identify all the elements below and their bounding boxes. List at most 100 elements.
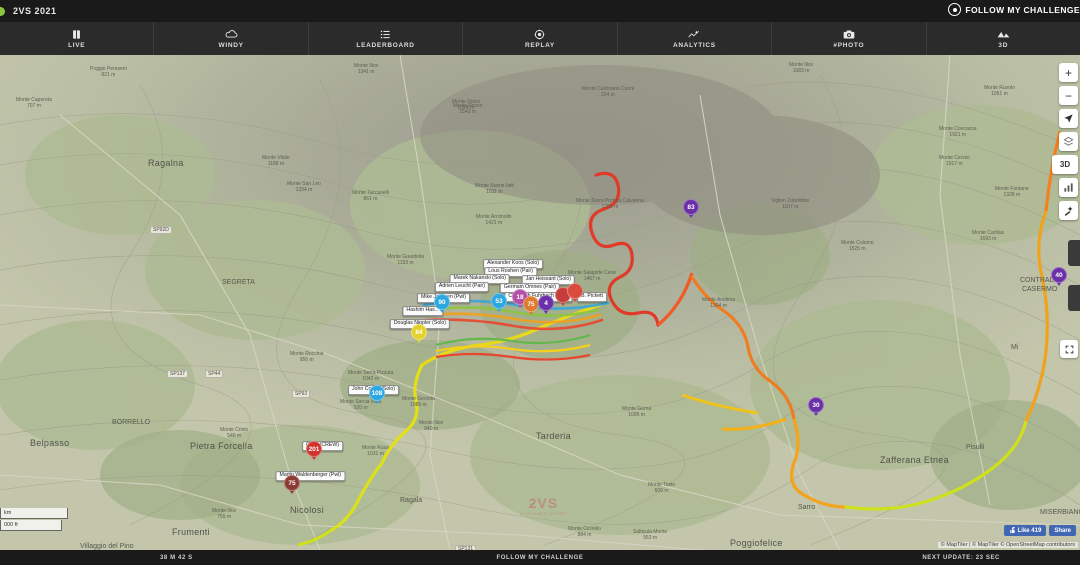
nav-label-replay: REPLAY — [524, 42, 555, 49]
nav-label-windy: WINDY — [218, 42, 244, 49]
tracker-bib-number: 84 — [411, 324, 427, 340]
tracker-bib-number: 30 — [808, 397, 824, 413]
tracker-name-chip[interactable]: Martin Waldenberger (Pwl) — [275, 471, 345, 481]
road-shield: SP92 — [292, 390, 311, 398]
tracker-marker[interactable]: 53 — [491, 293, 507, 314]
analytics-icon — [688, 28, 700, 40]
fullscreen-button[interactable] — [1060, 340, 1078, 358]
tracker-marker[interactable]: 75 — [523, 296, 539, 317]
scale-imperial: 000 ft — [0, 520, 62, 531]
marker-tail — [438, 307, 446, 313]
tracker-bib-number: 53 — [491, 293, 507, 309]
tracker-marker[interactable]: 201 — [306, 441, 322, 462]
wand-icon[interactable] — [1059, 201, 1078, 220]
nav-label-photo: #PHOTO — [833, 42, 865, 49]
next-update-timer: NEXT UPDATE: 23 SEC — [922, 554, 1000, 561]
nav-item-live[interactable]: LIVE — [0, 22, 155, 55]
tracker-bib-number: 90 — [434, 294, 450, 310]
main-nav: LIVE WINDY LEADERBOARD — [0, 22, 1080, 55]
tracker-name-chip[interactable]: Lous Roshen (Pair) — [484, 267, 537, 277]
tracker-marker[interactable]: 4 — [538, 295, 554, 316]
marker-tail — [415, 337, 423, 343]
tracker-name-chip[interactable]: Ciao! (CREW) — [302, 441, 343, 451]
toggle-3d-button[interactable]: 3D — [1052, 155, 1078, 174]
zoom-in-button[interactable]: + — [1059, 63, 1078, 82]
nav-item-analytics[interactable]: ANALYTICS — [618, 22, 773, 55]
road-shield: SP92D — [150, 226, 172, 234]
cloud-icon — [225, 28, 238, 40]
locate-icon[interactable] — [1059, 109, 1078, 128]
marker-tail — [527, 309, 535, 315]
event-title: 2VS 2021 — [13, 6, 57, 16]
social-buttons: Like 419 Share — [1003, 525, 1076, 536]
zoom-out-button[interactable]: − — [1059, 86, 1078, 105]
marker-tail — [542, 308, 550, 314]
title-bar: 2VS 2021 FOLLOW MY CHALLENGE — [0, 0, 1080, 22]
marker-tail — [373, 398, 381, 404]
live-status-dot — [0, 6, 5, 16]
tracker-bib-number: 75 — [284, 475, 300, 491]
marker-tail — [1055, 280, 1063, 286]
chart-icon[interactable] — [1059, 178, 1078, 197]
like-label: Like 419 — [1017, 527, 1042, 534]
road-shield: SP44 — [205, 370, 224, 378]
camera-icon — [843, 28, 855, 40]
bottom-brand: FOLLOW MY CHALLENGE — [496, 554, 584, 561]
map-canvas[interactable]: Ragalna Belpasso Pietra Forcella Frumenti Vi… — [0, 55, 1080, 550]
tracker-marker[interactable] — [567, 283, 583, 304]
elapsed-time: 38 M 42 S — [160, 554, 193, 561]
share-button[interactable]: Share — [1049, 525, 1076, 536]
marker-tail — [559, 300, 567, 306]
tracker-marker[interactable]: 40 — [1051, 267, 1067, 288]
nav-item-3d[interactable]: 3D — [927, 22, 1080, 55]
side-panel-toggle-upper[interactable] — [1068, 240, 1080, 266]
marker-tail — [571, 296, 579, 302]
tracker-marker[interactable]: 30 — [808, 397, 824, 418]
side-panel-toggle-lower[interactable] — [1068, 285, 1080, 311]
mountains-icon — [997, 28, 1010, 40]
marker-tail — [310, 454, 318, 460]
tracker-bib-number: 40 — [1051, 267, 1067, 283]
map-attribution[interactable]: © MapTiler | © MapTiler © OpenStreetMap … — [937, 542, 1078, 548]
road-shield: SP137 — [167, 370, 189, 378]
marker-tail — [812, 410, 820, 416]
tracker-marker[interactable]: 83 — [683, 199, 699, 220]
nav-label-live: LIVE — [68, 42, 86, 49]
book-icon — [71, 28, 82, 40]
marker-tail — [495, 306, 503, 312]
brand-label: FOLLOW MY CHALLENGE — [965, 4, 1080, 15]
tracker-bib-number: 201 — [306, 441, 322, 457]
road-shield: SP131 — [455, 545, 477, 550]
nav-item-windy[interactable]: WINDY — [154, 22, 309, 55]
nav-item-photo[interactable]: #PHOTO — [772, 22, 927, 55]
tracker-marker[interactable]: 90 — [434, 294, 450, 315]
map-scale: km 000 ft — [0, 508, 68, 532]
nav-item-leaderboard[interactable]: LEADERBOARD — [309, 22, 464, 55]
marker-tail — [687, 212, 695, 218]
marker-tail — [516, 302, 524, 308]
nav-label-3d: 3D — [998, 42, 1009, 49]
tracker-bib-number — [567, 283, 583, 299]
follow-my-challenge-brand[interactable]: FOLLOW MY CHALLENGE — [948, 3, 1080, 16]
bottom-status-bar: 38 M 42 S FOLLOW MY CHALLENGE NEXT UPDAT… — [0, 550, 1080, 565]
facebook-like-button[interactable]: Like 419 — [1003, 525, 1047, 536]
nav-label-analytics: ANALYTICS — [672, 42, 716, 49]
nav-label-leaderboard: LEADERBOARD — [356, 42, 415, 49]
list-icon — [380, 28, 391, 40]
target-icon — [534, 28, 545, 40]
tracker-bib-number: 83 — [683, 199, 699, 215]
scale-metric: km — [0, 508, 68, 519]
tracker-marker[interactable]: 84 — [411, 324, 427, 345]
tracker-name-chip[interactable]: Adrien Leucht (Pair) — [434, 282, 489, 292]
watermark-subtitle: 2 VOLCANO SPRINT — [520, 511, 567, 516]
tracker-bib-number: 4 — [538, 295, 554, 311]
location-pin-icon — [948, 3, 962, 16]
nav-item-replay[interactable]: REPLAY — [463, 22, 618, 55]
watermark-title: 2VS — [528, 495, 559, 511]
tracker-marker[interactable]: 75 — [284, 475, 300, 496]
tracker-marker[interactable]: 108 — [369, 385, 385, 406]
event-watermark: 2VS 2 VOLCANO SPRINT — [520, 495, 567, 516]
tracker-bib-number: 75 — [523, 296, 539, 312]
layers-icon[interactable] — [1059, 132, 1078, 151]
